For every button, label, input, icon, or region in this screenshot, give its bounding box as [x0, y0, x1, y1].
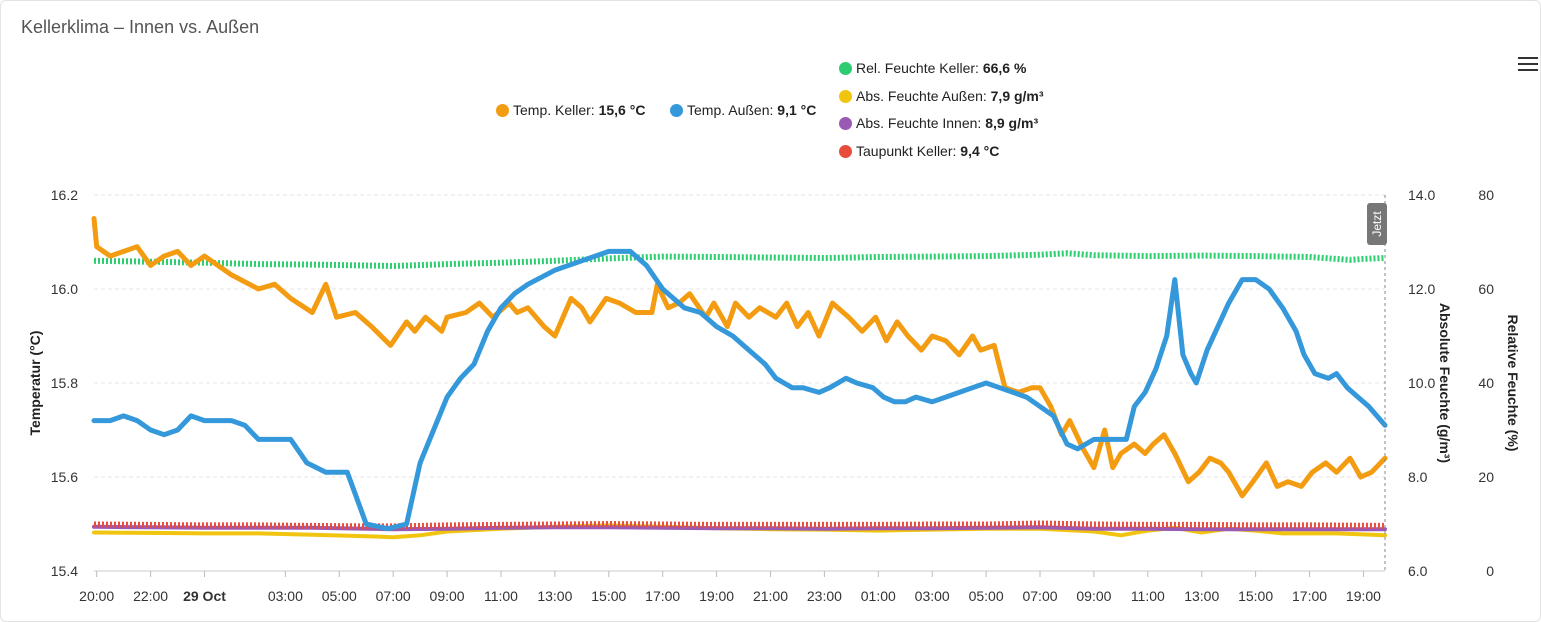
y-tick-label: 60 [1478, 281, 1494, 297]
series-line-rel-feuchte-keller [93, 250, 1386, 269]
x-tick-label: 11:00 [484, 588, 518, 604]
legend-dot [839, 117, 852, 130]
x-tick-label: 07:00 [1022, 588, 1057, 604]
y-tick-label: 0 [1486, 563, 1494, 579]
x-tick-label: 15:00 [591, 588, 626, 604]
legend-item-abs-feuchte-aussen[interactable]: Abs. Feuchte Außen: 7,9 g/m³ [839, 88, 1044, 104]
y-tick-label: 80 [1478, 187, 1494, 203]
legend-item-temp-aussen[interactable]: Temp. Außen: 9,1 °C [670, 102, 816, 118]
y-tick-label: 15.8 [51, 375, 78, 391]
y-axis-rel-humidity: 80 60 40 20 0 Relative Feuchte (%) [1478, 187, 1521, 579]
y-tick-label: 40 [1478, 375, 1494, 391]
y-axis-temperature: 16.2 16.0 15.8 15.6 15.4 Temperatur (°C) [27, 187, 78, 579]
legend-dot [839, 90, 852, 103]
series-line-temp-au-en [91, 248, 1388, 532]
legend-item-rel-feuchte-keller[interactable]: Rel. Feuchte Keller: 66,6 % [839, 60, 1026, 76]
legend-dot [670, 104, 683, 117]
legend-item-taupunkt-keller[interactable]: Taupunkt Keller: 9,4 °C [839, 143, 999, 159]
x-tick-label: 11:00 [1131, 588, 1165, 604]
x-tick-label: 03:00 [915, 588, 950, 604]
y-tick-label: 12.0 [1408, 281, 1435, 297]
legend-dot [839, 62, 852, 75]
series-line-abs-feuchte-innen [92, 524, 1387, 532]
y-axis-title-temperature: Temperatur (°C) [27, 331, 43, 436]
grid-lines [94, 194, 1385, 572]
x-tick-label: 05:00 [969, 588, 1004, 604]
x-tick-label: 15:00 [1238, 588, 1273, 604]
legend-dot [839, 145, 852, 158]
x-tick-label: 17:00 [1292, 588, 1327, 604]
x-tick-label: 19:00 [1346, 588, 1381, 604]
x-tick-label: 01:00 [861, 588, 896, 604]
y-axis-abs-humidity: 14.0 12.0 10.0 8.0 6.0 Absolute Feuchte (g/m³… [1408, 187, 1453, 579]
y-tick-label: 20 [1478, 469, 1494, 485]
y-tick-label: 14.0 [1408, 187, 1435, 203]
y-tick-label: 16.2 [51, 187, 78, 203]
x-tick-label: 23:00 [807, 588, 842, 604]
x-tick-label: 22:00 [133, 588, 168, 604]
legend-dot [496, 104, 509, 117]
x-tick-label: 09:00 [1076, 588, 1111, 604]
y-tick-label: 10.0 [1408, 375, 1435, 391]
y-tick-label: 15.4 [51, 563, 78, 579]
legend-item-abs-feuchte-innen[interactable]: Abs. Feuchte Innen: 8,9 g/m³ [839, 115, 1038, 131]
y-axis-title-abs-humidity: Absolute Feuchte (g/m³) [1437, 303, 1453, 463]
series-lines [91, 216, 1388, 540]
card-title: Kellerklima – Innen vs. Außen [21, 17, 260, 37]
x-tick-label: 29 Oct [183, 588, 226, 604]
now-label: Jetzt [1370, 211, 1384, 237]
x-tick-label: 09:00 [430, 588, 465, 604]
now-badge [1367, 203, 1387, 245]
x-tick-label: 17:00 [645, 588, 680, 604]
menu-icon[interactable] [1518, 57, 1538, 73]
x-axis: 20:00 22:00 29 Oct 03:00 05:00 07:00 09:00 11:0… [79, 571, 1381, 604]
y-tick-label: 16.0 [51, 281, 78, 297]
x-tick-label: 19:00 [699, 588, 734, 604]
x-tick-label: 03:00 [268, 588, 303, 604]
legend-item-temp-keller[interactable]: Temp. Keller: 15,6 °C [496, 102, 645, 118]
x-tick-label: 20:00 [79, 588, 114, 604]
x-tick-label: 07:00 [376, 588, 411, 604]
y-axis-title-rel-humidity: Relative Feuchte (%) [1505, 315, 1521, 452]
y-tick-label: 8.0 [1408, 469, 1428, 485]
x-tick-label: 13:00 [1184, 588, 1219, 604]
x-tick-label: 13:00 [537, 588, 572, 604]
y-tick-label: 15.6 [51, 469, 78, 485]
y-tick-label: 6.0 [1408, 563, 1428, 579]
x-tick-label: 21:00 [753, 588, 788, 604]
series-line-temp-keller [91, 216, 1388, 499]
now-marker: Jetzt [1367, 195, 1387, 571]
x-tick-label: 05:00 [322, 588, 357, 604]
series-line-taupunkt-keller [93, 520, 1386, 530]
